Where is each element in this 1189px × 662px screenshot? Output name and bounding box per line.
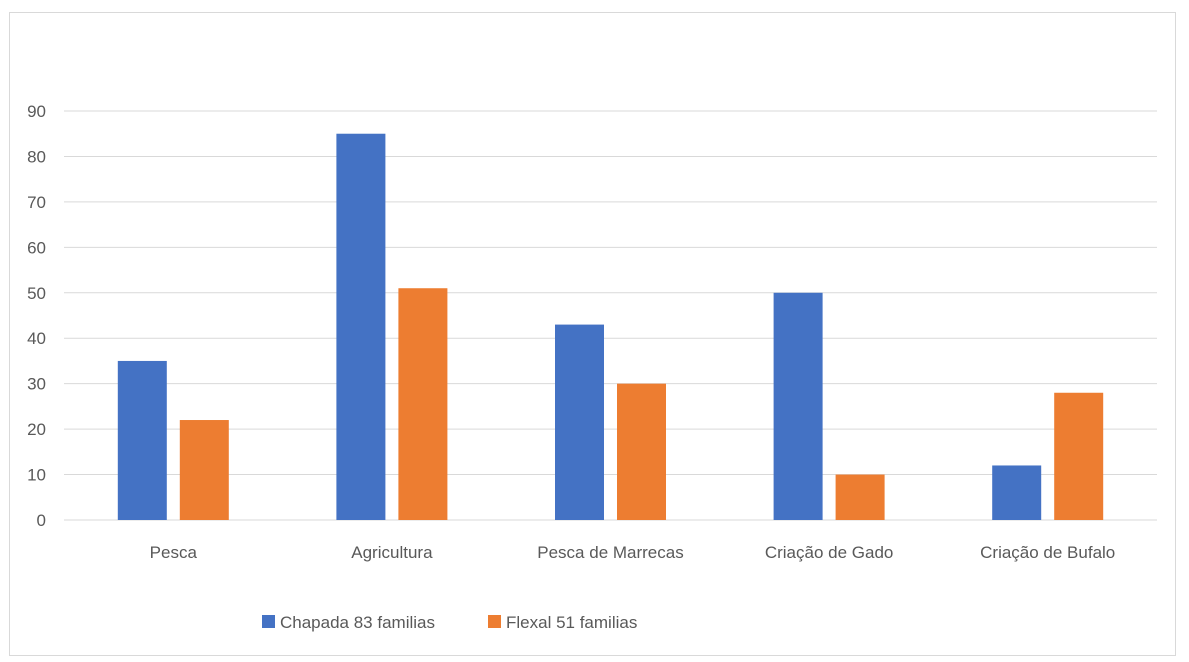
x-axis-ticks: Pesca Agricultura Pesca de Marrecas Criação… xyxy=(150,543,1116,562)
legend-label: Flexal 51 familias xyxy=(506,613,637,632)
legend-label: Chapada 83 familias xyxy=(280,613,435,632)
bar-flexal-0 xyxy=(179,420,229,520)
x-tick-label: Agricultura xyxy=(351,543,433,562)
y-tick-label: 30 xyxy=(27,375,46,394)
y-axis-ticks: 0 10 20 30 40 50 60 70 80 90 xyxy=(27,102,46,530)
x-tick-label: Criação de Bufalo xyxy=(980,543,1115,562)
legend-swatch xyxy=(262,615,275,628)
y-tick-label: 80 xyxy=(27,147,46,166)
x-tick-label: Pesca xyxy=(150,543,198,562)
y-tick-label: 60 xyxy=(27,238,46,257)
legend: Chapada 83 familias Flexal 51 familias xyxy=(262,613,637,632)
bar-flexal-4 xyxy=(1054,392,1104,520)
x-tick-label: Criação de Gado xyxy=(765,543,894,562)
x-tick-label: Pesca de Marrecas xyxy=(537,543,683,562)
bar-flexal-2 xyxy=(617,383,666,520)
y-tick-label: 50 xyxy=(27,284,46,303)
y-tick-label: 90 xyxy=(27,102,46,121)
gridlines xyxy=(64,110,1157,521)
y-tick-label: 70 xyxy=(27,193,46,212)
bar-chapada-1 xyxy=(336,133,386,520)
y-tick-label: 10 xyxy=(27,466,46,485)
bar-chapada-3 xyxy=(773,292,823,520)
bar-chapada-0 xyxy=(117,360,167,520)
bar-flexal-3 xyxy=(835,474,885,520)
y-tick-label: 20 xyxy=(27,420,46,439)
bars xyxy=(117,133,1104,520)
bar-chapada-4 xyxy=(992,465,1042,520)
bar-chapada-2 xyxy=(555,324,604,520)
bar-flexal-1 xyxy=(398,288,448,520)
legend-swatch xyxy=(488,615,501,628)
y-tick-label: 0 xyxy=(37,511,46,530)
y-tick-label: 40 xyxy=(27,329,46,348)
